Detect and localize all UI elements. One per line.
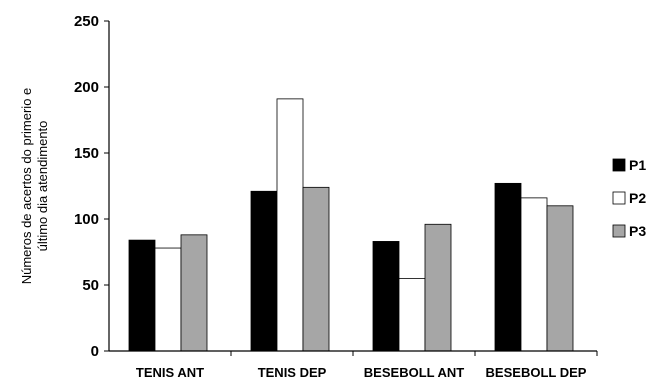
legend-swatch-p1 [612,158,626,172]
bar-p3-1 [180,234,208,352]
bar-p2-3 [398,277,426,352]
x-tick-label: TENIS ANT [136,365,204,380]
x-axis-labels: TENIS ANT TENIS DEP BESEBOLL ANT BESEBOLL D… [136,365,587,380]
x-tick-label: TENIS DEP [258,365,327,380]
y-tick-label: 200 [74,79,99,96]
x-tick-label: BESEBOLL DEP [486,365,587,380]
y-axis-label: Números de acertos do primerio e último … [19,88,50,285]
bar-p1-2 [250,190,278,352]
bars [128,98,574,352]
y-tick-label: 0 [91,343,99,360]
bar-p2-1 [154,247,182,352]
legend-swatch-p3 [612,224,626,238]
bar-p3-3 [424,223,452,352]
legend-label-p3: P3 [629,223,646,239]
legend-swatch-p2 [612,191,626,205]
y-tick-label: 50 [82,277,99,294]
bar-p3-4 [546,205,574,352]
legend-label-p2: P2 [629,190,646,206]
bar-p1-1 [128,239,156,352]
y-axis-ticks: 0 50 100 150 200 250 [74,13,109,360]
y-axis-label-line-2: último dia atendimento [35,121,50,252]
y-tick-label: 250 [74,13,99,30]
axes [108,21,598,356]
bar-p1-3 [372,241,400,352]
legend-label-p1: P1 [629,157,646,173]
bar-p1-4 [494,182,522,352]
legend: P1 P2 P3 [612,157,646,239]
bar-p2-4 [520,197,548,352]
y-axis-label-line-1: Números de acertos do primerio e [19,88,34,285]
x-tick-label: BESEBOLL ANT [364,365,464,380]
bar-p2-2 [276,98,304,352]
bar-p3-2 [302,186,330,352]
y-tick-label: 100 [74,211,99,228]
y-tick-label: 150 [74,145,99,162]
